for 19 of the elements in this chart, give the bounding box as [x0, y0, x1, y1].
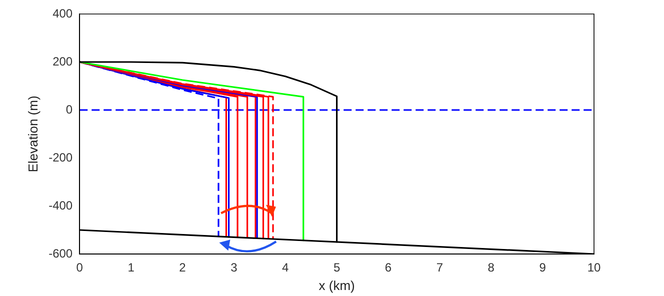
x-tick-label: 1	[128, 260, 135, 275]
x-tick-label: 2	[179, 260, 186, 275]
x-tick-label: 10	[587, 260, 601, 275]
y-tick-label: 0	[66, 102, 73, 116]
y-tick-label: -400	[48, 198, 73, 212]
x-tick-label: 5	[333, 260, 340, 275]
x-axis-title: x (km)	[318, 278, 355, 293]
y-tick-label: 200	[52, 54, 73, 68]
x-tick-label: 3	[230, 260, 238, 275]
x-tick-label: 9	[539, 260, 546, 275]
x-tick-label: 7	[436, 260, 444, 275]
x-tick-label: 8	[488, 260, 495, 275]
x-tick-label: 0	[76, 260, 84, 275]
x-tick-label: 4	[282, 260, 290, 275]
y-tick-label: -600	[48, 246, 73, 260]
y-axis-title: Elevation (m)	[25, 96, 40, 172]
y-tick-label: -200	[48, 150, 73, 164]
x-tick-label: 6	[384, 260, 392, 275]
y-tick-label: 400	[52, 6, 73, 20]
